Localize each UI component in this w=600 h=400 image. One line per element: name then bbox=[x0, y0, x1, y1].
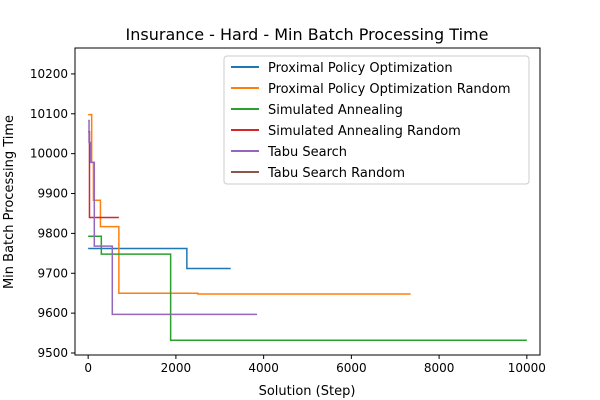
legend-label-3: Simulated Annealing Random bbox=[268, 124, 461, 139]
y-tick-label: 9700 bbox=[37, 266, 68, 280]
x-tick-label: 0 bbox=[84, 361, 92, 375]
series-line-4 bbox=[88, 119, 258, 316]
y-tick-label: 9900 bbox=[37, 187, 68, 201]
y-tick-label: 9500 bbox=[37, 346, 68, 360]
y-axis-ticks: 9500 9600 9700 9800 9900 10000 10100 10200 bbox=[30, 67, 75, 360]
x-tick-label: 2000 bbox=[161, 361, 192, 375]
y-tick-label: 10200 bbox=[30, 67, 68, 81]
legend-label-1: Proximal Policy Optimization Random bbox=[268, 82, 511, 97]
y-tick-label: 10000 bbox=[30, 147, 68, 161]
chart-title: Insurance - Hard - Min Batch Processing … bbox=[126, 25, 489, 44]
x-tick-label: 4000 bbox=[248, 361, 279, 375]
x-tick-label: 8000 bbox=[424, 361, 455, 375]
series-line-2 bbox=[88, 235, 527, 341]
y-tick-label: 9600 bbox=[37, 306, 68, 320]
series-layer bbox=[88, 113, 527, 341]
x-tick-label: 10000 bbox=[508, 361, 546, 375]
x-axis-label: Solution (Step) bbox=[259, 384, 356, 399]
legend-frame bbox=[223, 55, 530, 185]
y-tick-label: 9800 bbox=[37, 226, 68, 240]
legend: Proximal Policy Optimization Proximal Pol… bbox=[223, 55, 530, 185]
x-tick-label: 6000 bbox=[336, 361, 367, 375]
series-line-1 bbox=[88, 113, 411, 295]
plot-area-frame bbox=[74, 47, 541, 356]
y-axis-label: Min Batch Processing Time bbox=[2, 115, 17, 289]
legend-label-2: Simulated Annealing bbox=[268, 103, 403, 118]
legend-label-5: Tabu Search Random bbox=[267, 166, 405, 181]
series-line-0 bbox=[88, 247, 231, 270]
legend-label-4: Tabu Search bbox=[267, 145, 347, 160]
y-tick-label: 10100 bbox=[30, 107, 68, 121]
legend-label-0: Proximal Policy Optimization bbox=[268, 61, 453, 76]
x-axis-ticks: 0 2000 4000 6000 8000 10000 bbox=[84, 355, 546, 375]
